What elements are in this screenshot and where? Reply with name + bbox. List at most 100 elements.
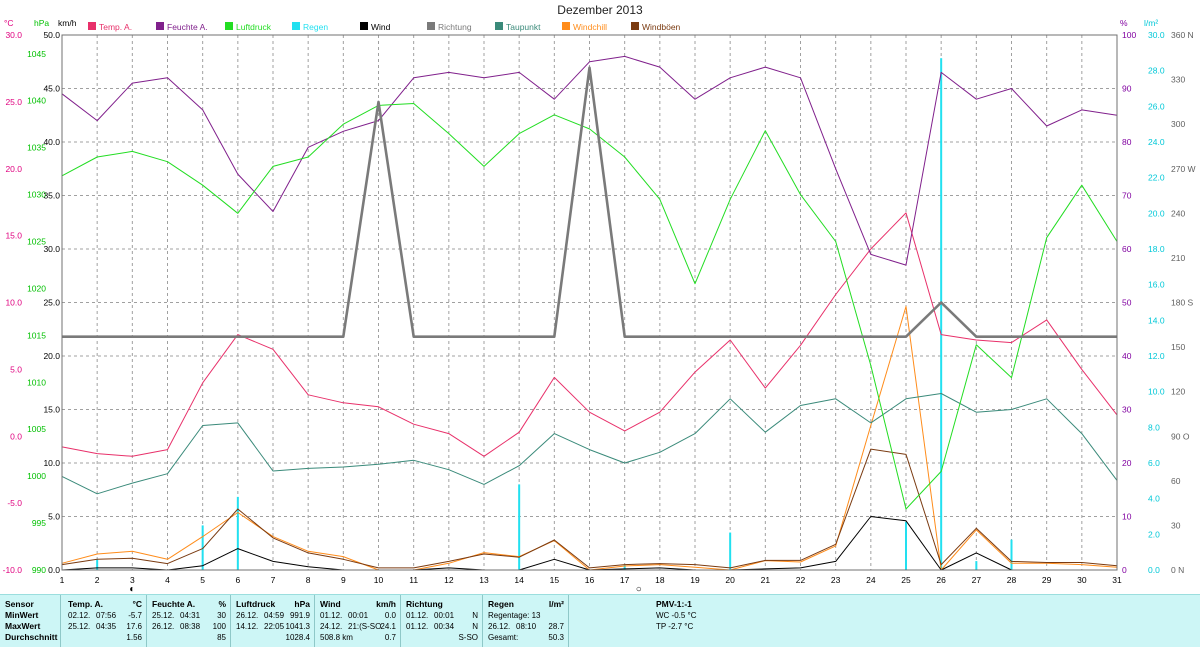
- rain-bar: [201, 525, 204, 570]
- legend-label: Windchill: [573, 22, 607, 32]
- series-line-feuchte-a: [61, 55, 1118, 266]
- temp-min-time: 07:56: [96, 611, 117, 620]
- legend-swatch: [631, 22, 639, 30]
- legend-swatch: [156, 22, 164, 30]
- temp-tick-label: 25.0: [5, 97, 22, 107]
- summary-direction-col: Richtung 01.12. 00:01 N 01.12. 00:34 N S-SO: [402, 595, 483, 647]
- pressure-tick-label: 1015: [27, 330, 46, 340]
- humidity-tick-label: 70: [1122, 191, 1132, 201]
- wind-tick-label: 40.0: [43, 137, 60, 147]
- rain-tick-label: 8.0: [1148, 422, 1160, 432]
- temp-tick-label: 0.0: [10, 431, 22, 441]
- summary-table: Sensor MinWert MaxWert Durchschnitt Temp…: [0, 594, 1200, 647]
- pressure-tick-label: 1040: [27, 96, 46, 106]
- series-line-luftdruck: [61, 103, 1118, 510]
- humidity-tick-label: 10: [1122, 512, 1132, 522]
- legend-swatch: [292, 22, 300, 30]
- pressure-tick-label: 1020: [27, 283, 46, 293]
- axis-units: °C hPa km/h% l/m²: [4, 18, 1158, 28]
- humidity-min-date: 25.12.: [152, 611, 175, 620]
- wind-unit-label: km/h: [58, 18, 77, 28]
- rain-tick-label: 10.0: [1148, 387, 1165, 397]
- legend-swatch: [88, 22, 96, 30]
- x-tick-label: 11: [409, 575, 418, 585]
- pressure-max-time: 22:05: [264, 622, 285, 631]
- pressure-tick-label: 1000: [27, 471, 46, 481]
- temp-tick-label: 20.0: [5, 164, 22, 174]
- moon-phase-marker: ○: [636, 584, 642, 594]
- rain-bar: [905, 521, 907, 570]
- temp-min-value: -5.7: [128, 611, 142, 620]
- humidity-tick-label: 20: [1122, 458, 1132, 468]
- x-tick-label: 31: [1112, 575, 1122, 585]
- weather-chart: Dezember 2013 Temp. A. Feuchte A. Luftdruc…: [2, 3, 1196, 594]
- wind-distance: 508.8 km: [320, 633, 353, 642]
- x-tick-label: 6: [235, 575, 240, 585]
- series-line-richtung: [62, 66, 1117, 339]
- legend-label: Windböen: [642, 22, 681, 32]
- summary-sensor-col: Sensor MinWert MaxWert Durchschnitt: [0, 595, 61, 647]
- x-tick-label: 5: [200, 575, 205, 585]
- x-tick-label: 21: [761, 575, 771, 585]
- x-tick-label: 19: [690, 575, 700, 585]
- wind-min-date: 01.12.: [320, 611, 343, 620]
- legend-label: Wind: [371, 22, 391, 32]
- x-tick-label: 29: [1042, 575, 1052, 585]
- pressure-tick-label: 990: [32, 565, 46, 575]
- wind-tick-label: 5.0: [48, 512, 60, 522]
- legend-swatch: [427, 22, 435, 30]
- humidity-unit-label: %: [1120, 18, 1128, 28]
- pressure-unit: hPa: [294, 599, 310, 609]
- wind-tick-label: 10.0: [43, 458, 60, 468]
- summary-humidity-col: Feuchte A.% 25.12. 04:31 30 26.12. 08:38 100…: [148, 595, 231, 647]
- direction-tick-label: 210: [1171, 253, 1185, 263]
- temp-max-date: 25.12.: [68, 622, 91, 631]
- direction-max-value: N: [472, 622, 478, 631]
- rain-tick-label: 24.0: [1148, 137, 1165, 147]
- x-tick-label: 1: [60, 575, 65, 585]
- wind-tick-label: 15.0: [43, 405, 60, 415]
- humidity-unit: %: [218, 599, 226, 609]
- rain-days: Regentage: 13: [488, 611, 541, 620]
- temp-unit: °C: [132, 599, 142, 609]
- x-tick-label: 15: [550, 575, 560, 585]
- rain-tick-label: 4.0: [1148, 494, 1160, 504]
- wind-min-value: 0.0: [384, 611, 396, 620]
- legend-label: Regen: [303, 22, 328, 32]
- temp-max-time: 04:35: [96, 622, 117, 631]
- x-tick-label: 7: [271, 575, 276, 585]
- rain-max-date: 26.12.: [488, 622, 511, 631]
- pressure-tick-label: 1010: [27, 377, 46, 387]
- wind-max-time: 21:(S-SO: [348, 622, 382, 631]
- rain-tick-label: 12.0: [1148, 351, 1165, 361]
- direction-min-date: 01.12.: [406, 611, 429, 620]
- pressure-tick-label: 1025: [27, 236, 46, 246]
- wind-tick-label: 0.0: [48, 565, 60, 575]
- wind-label: Wind: [320, 599, 341, 609]
- rain-bar: [623, 564, 626, 570]
- x-tick-label: 18: [655, 575, 665, 585]
- wind-avg: 0.7: [384, 633, 396, 642]
- x-tick-label: 20: [725, 575, 735, 585]
- x-tick-label: 16: [585, 575, 595, 585]
- pmv-tp: TP -2.7 °C: [656, 622, 694, 631]
- pressure-tick-label: 1030: [27, 190, 46, 200]
- temp-tick-label: 15.0: [5, 231, 22, 241]
- direction-tick-label: 180 S: [1171, 298, 1194, 308]
- rain-bar: [729, 532, 732, 570]
- right-axes: 0 10 20 30 40 50 60 70 80 90 100 0.0 2.0 4.0 6.0 8.0 10.…: [1122, 30, 1196, 575]
- direction-min-time: 00:01: [434, 611, 455, 620]
- rain-total-label: Gesamt:: [488, 633, 519, 642]
- rain-bar: [975, 561, 978, 570]
- rain-max-time: 08:10: [516, 622, 537, 631]
- pressure-max-value: 1041.3: [285, 622, 310, 631]
- temp-tick-label: 5.0: [10, 364, 22, 374]
- wind-tick-label: 35.0: [43, 191, 60, 201]
- rain-max-value: 28.7: [548, 622, 564, 631]
- moon-phase-marker: ◐: [129, 584, 135, 594]
- summary-temp-col: Temp. A. °C 02.12. 07:56 -5.7 25.12. 04:35 17…: [64, 595, 147, 647]
- rain-tick-label: 0.0: [1148, 565, 1160, 575]
- rain-tick-label: 14.0: [1148, 315, 1165, 325]
- summary-pressure-col: Luftdruck hPa 26.12. 04:59 991.9 14.12. 22:0…: [232, 595, 315, 647]
- direction-tick-label: 120: [1171, 387, 1185, 397]
